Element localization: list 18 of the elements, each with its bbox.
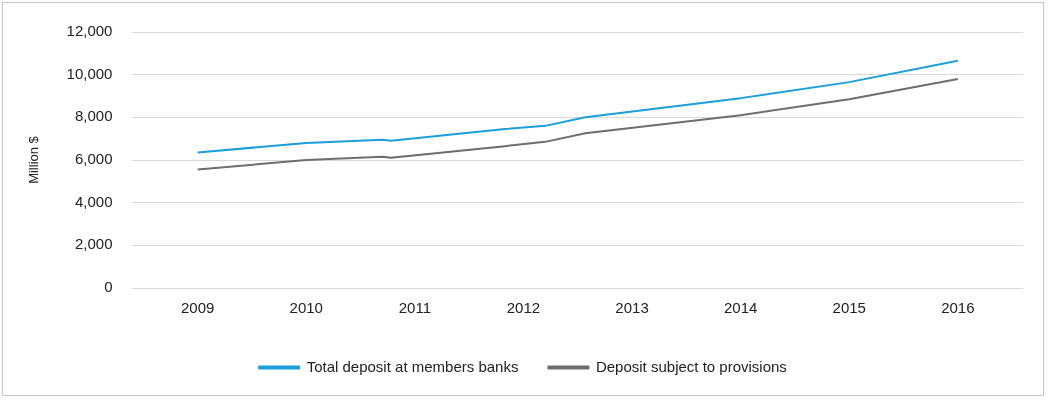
y-tick-label: 4,000 bbox=[74, 192, 113, 210]
y-tick-label: 12,000 bbox=[66, 22, 113, 40]
x-tick-label: 2010 bbox=[289, 299, 323, 317]
y-tick-label: 0 bbox=[104, 278, 113, 296]
y-tick-label: 2,000 bbox=[74, 235, 113, 253]
x-tick-label: 2012 bbox=[506, 299, 541, 317]
y-tick-label: 6,000 bbox=[74, 150, 113, 168]
legend-label: Total deposit at members banks bbox=[306, 357, 519, 375]
y-tick-label: 10,000 bbox=[66, 64, 113, 82]
y-tick-label: 8,000 bbox=[74, 107, 113, 125]
legend-label: Deposit subject to provisions bbox=[595, 357, 787, 375]
x-tick-label: 2016 bbox=[941, 299, 975, 317]
x-tick-label: 2014 bbox=[723, 299, 758, 317]
x-tick-label: 2013 bbox=[615, 299, 649, 317]
x-tick-label: 2015 bbox=[832, 299, 866, 317]
y-axis-title: Million $ bbox=[26, 135, 42, 184]
x-tick-label: 2009 bbox=[180, 299, 215, 317]
x-tick-label: 2011 bbox=[398, 299, 431, 317]
